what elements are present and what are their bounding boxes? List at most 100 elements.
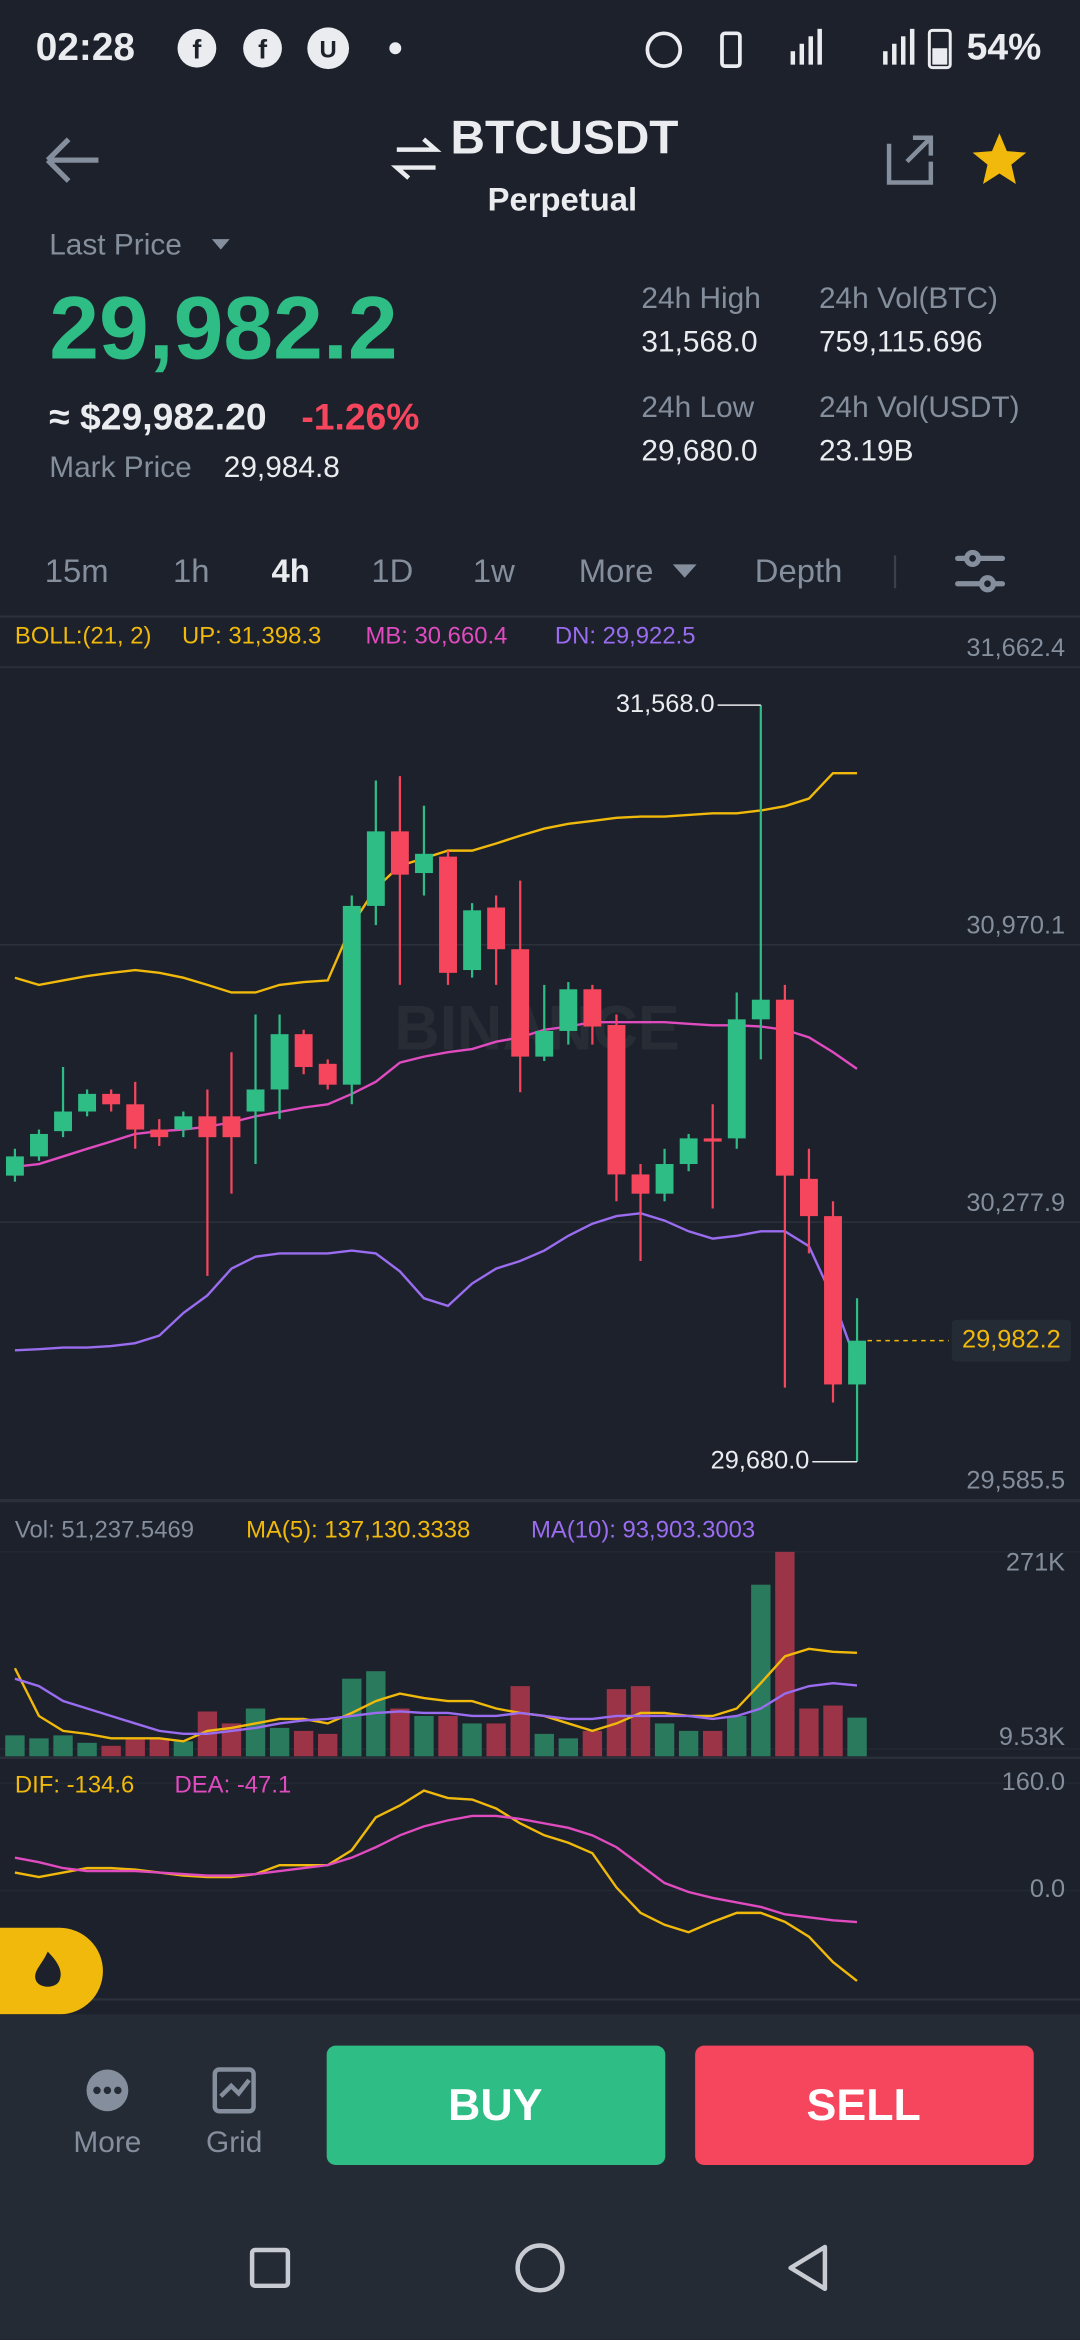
stat-value: 29,680.0 — [641, 434, 757, 467]
last-price-label[interactable]: Last Price — [49, 229, 182, 262]
sell-button[interactable] — [695, 2045, 1034, 2165]
candle-body — [126, 1104, 145, 1130]
stat-value: 23.19B — [819, 434, 914, 467]
last-price: 29,982.2 — [49, 277, 397, 377]
favorite-star[interactable] — [972, 133, 1027, 184]
timeframe-tab[interactable]: 1w — [473, 552, 515, 589]
indicator-line — [14, 772, 857, 994]
price-change: -1.26% — [301, 396, 419, 438]
battery-level: 54% — [967, 26, 1042, 68]
candle-body — [559, 989, 578, 1031]
volume-bar — [654, 1723, 675, 1757]
candle-body — [655, 1164, 674, 1194]
nav-home[interactable] — [515, 2243, 565, 2293]
legend-item: DIF: -134.6 — [15, 1771, 134, 1798]
candle-body — [535, 1030, 554, 1057]
candle-body — [150, 1129, 169, 1138]
candle-body — [727, 1019, 746, 1139]
volume-bar — [149, 1738, 169, 1757]
candle-body — [511, 949, 530, 1057]
volume-bar — [510, 1686, 530, 1757]
flame-icon — [35, 1951, 61, 1987]
timeframe-tab[interactable]: 15m — [45, 552, 109, 589]
settings-button[interactable] — [955, 549, 1006, 593]
volume-bar — [318, 1733, 338, 1757]
volume-bar — [245, 1708, 266, 1757]
candle-body — [679, 1138, 698, 1165]
buy-button[interactable] — [326, 2045, 666, 2165]
candle-body — [366, 831, 385, 906]
candle-body — [799, 1178, 818, 1217]
timeframe-tab[interactable]: 1h — [173, 552, 209, 589]
stat-label: 24h Vol(USDT) — [819, 391, 1020, 424]
high-annotation: 31,568.0 — [616, 690, 715, 718]
legend-item: DN: 29,922.5 — [555, 623, 696, 650]
buy-label[interactable]: BUY — [448, 2080, 543, 2130]
dropdown-arrow — [672, 564, 697, 578]
more-label[interactable]: More — [73, 2126, 141, 2159]
candle-body — [30, 1133, 48, 1157]
y-tick-label: 271K — [1006, 1549, 1065, 1577]
candle-body — [631, 1174, 650, 1194]
indicator-header: BOLL:(21, 2) — [15, 623, 152, 650]
swap-icon[interactable] — [390, 137, 442, 180]
volume-bar — [823, 1705, 843, 1757]
volume-bar — [775, 1551, 795, 1757]
stat-label: 24h Low — [641, 391, 754, 424]
candle-body — [78, 1093, 97, 1112]
share-button[interactable] — [886, 135, 934, 185]
volume-bar — [847, 1717, 867, 1757]
y-tick-label: 30,970.1 — [966, 912, 1065, 940]
status-time: 02:28 — [36, 26, 135, 69]
nav-back[interactable] — [788, 2244, 828, 2292]
fiat-price: ≈ $29,982.20 — [49, 396, 266, 438]
candle-body — [5, 1156, 24, 1176]
candle-body — [102, 1093, 121, 1105]
volume-bar — [751, 1584, 771, 1757]
candle-body — [583, 989, 602, 1027]
nav-bar — [249, 2243, 828, 2293]
candle-body — [607, 1024, 626, 1175]
more-button[interactable] — [86, 2069, 129, 2112]
volume-bar — [173, 1741, 194, 1757]
candle-body — [390, 831, 409, 875]
indicator-line — [13, 1647, 858, 1743]
legend-item: DEA: -47.1 — [175, 1771, 292, 1798]
volume-bar — [799, 1708, 819, 1757]
indicator-line — [14, 1814, 858, 1924]
candle-body — [848, 1340, 867, 1385]
symbol[interactable]: BTCUSDT — [450, 111, 678, 164]
mark-price-label: Mark Price — [49, 451, 192, 484]
grid-button[interactable] — [212, 2067, 256, 2114]
volume-bar — [582, 1730, 603, 1757]
svg-text:U: U — [320, 37, 337, 64]
last-price-box — [951, 1319, 1072, 1362]
y-tick-label: 160.0 — [1002, 1768, 1065, 1796]
grid-label[interactable]: Grid — [206, 2126, 262, 2159]
candle-body — [174, 1116, 193, 1130]
last-price-label: 29,982.2 — [962, 1325, 1061, 1353]
volume-bar — [462, 1723, 482, 1757]
volume-bar — [678, 1730, 699, 1757]
timeframe-tab[interactable]: 1D — [371, 552, 413, 589]
more-tab[interactable]: More — [579, 552, 654, 589]
timeframe-tab-active[interactable]: 4h — [271, 552, 309, 589]
volume-bar — [486, 1723, 506, 1757]
candle-body — [487, 907, 506, 950]
candle-body — [703, 1138, 722, 1142]
mark-price: 29,984.8 — [224, 451, 340, 484]
nav-recents[interactable] — [249, 2247, 291, 2289]
legend-item: MA(5): 137,130.3338 — [246, 1516, 470, 1543]
volume-bar — [630, 1686, 651, 1757]
volume-bar — [438, 1715, 458, 1757]
stat-label: 24h High — [641, 282, 760, 315]
depth-tab[interactable]: Depth — [755, 552, 843, 589]
back-button[interactable] — [45, 137, 99, 183]
volume-bar — [5, 1735, 25, 1757]
candle-body — [415, 853, 433, 874]
sell-label[interactable]: SELL — [807, 2080, 921, 2130]
candle-body — [439, 856, 457, 973]
indicator-header: Vol: 51,237.5469 — [15, 1516, 194, 1543]
candle-body — [198, 1116, 217, 1138]
